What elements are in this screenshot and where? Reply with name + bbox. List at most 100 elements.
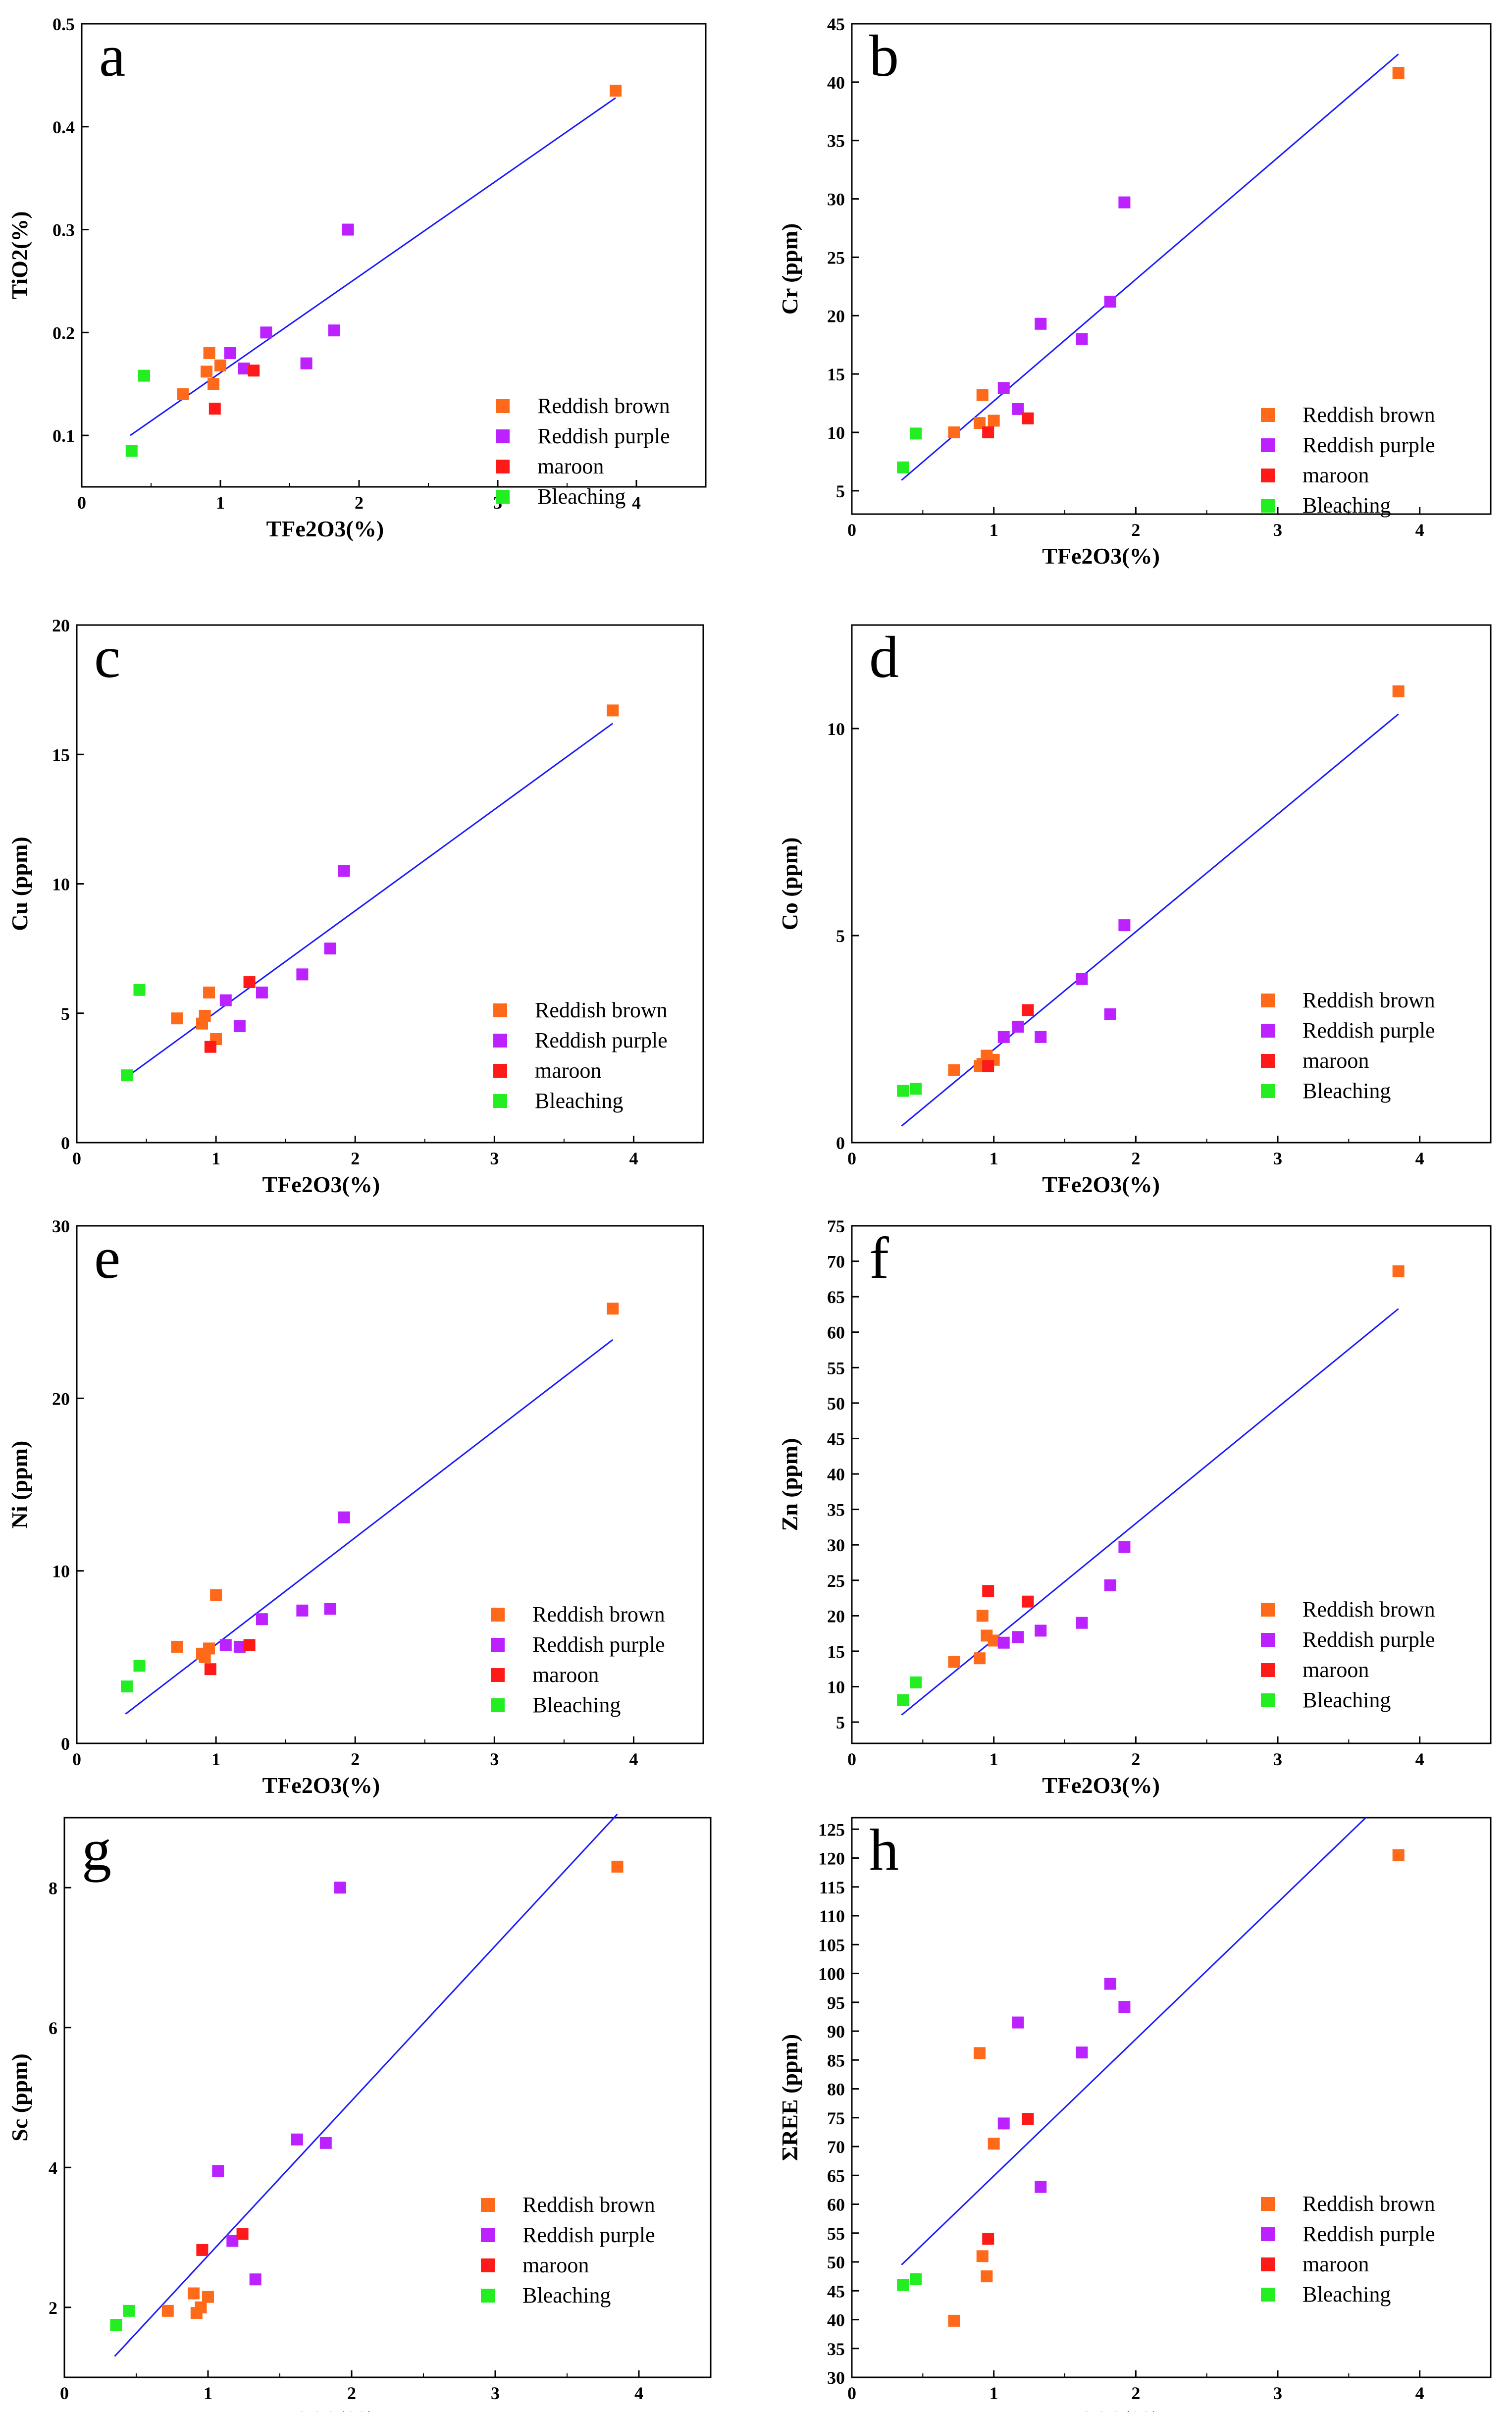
data-point xyxy=(1392,67,1405,79)
plot-frame xyxy=(63,1817,712,2378)
x-tick-label: 4 xyxy=(632,493,641,513)
data-point xyxy=(982,1060,994,1072)
legend-label: maroon xyxy=(537,454,604,478)
y-tick-label: 30 xyxy=(827,1535,845,1555)
y-tick-label: 10 xyxy=(827,423,845,443)
y-tick-label: 35 xyxy=(827,2339,845,2359)
y-tick-label: 20 xyxy=(827,306,845,326)
data-point xyxy=(226,2235,239,2247)
y-tick-label: 2 xyxy=(49,2298,57,2318)
plot-frame xyxy=(81,23,707,488)
legend-label: Reddish purple xyxy=(1303,2222,1435,2246)
data-point xyxy=(291,2133,303,2146)
data-point xyxy=(202,2291,214,2303)
data-point xyxy=(976,1610,989,1622)
plot-frame xyxy=(851,23,1492,515)
data-point xyxy=(219,994,232,1006)
x-tick-label: 2 xyxy=(1131,1749,1140,1769)
y-tick-label: 5 xyxy=(836,1713,845,1732)
panel-d: 0 1 2 3 4 0 5 10 TFe2O3(%) Co (ppm) d Reddish brown… xyxy=(777,624,1492,1197)
legend: Reddish brown Reddish purple maroon Bleachi… xyxy=(1261,403,1435,518)
y-tick-label: 65 xyxy=(827,2166,845,2186)
y-tick-label: 95 xyxy=(827,1993,845,2013)
plot-frame xyxy=(851,1817,1492,2378)
data-point xyxy=(988,2138,1000,2150)
data-point xyxy=(334,1882,346,1894)
y-tick-label: 25 xyxy=(827,1571,845,1591)
x-axis-title: TFe2O3(%) xyxy=(1042,2407,1160,2412)
y-tick-label: 120 xyxy=(818,1849,845,1869)
data-point xyxy=(897,1085,909,1097)
legend-label: maroon xyxy=(522,2253,589,2277)
data-point xyxy=(324,1603,336,1615)
data-point xyxy=(974,2047,986,2059)
legend-label: Reddish brown xyxy=(1303,403,1435,427)
x-axis-title: TFe2O3(%) xyxy=(258,2407,375,2412)
y-tick-label: 85 xyxy=(827,2050,845,2070)
legend-swatch xyxy=(491,1698,505,1712)
y-tick-label: 70 xyxy=(827,1252,845,1272)
data-point xyxy=(1035,1625,1047,1637)
y-tick-label: 45 xyxy=(827,14,845,34)
data-point xyxy=(171,1640,183,1653)
legend-label: Bleaching xyxy=(1303,493,1391,518)
y-axis-title: ΣREE (ppm) xyxy=(777,2034,802,2161)
data-point xyxy=(1012,1631,1024,1643)
data-point xyxy=(210,1589,222,1601)
legend-swatch xyxy=(481,2258,495,2272)
data-point xyxy=(133,1660,146,1672)
panel-letter: e xyxy=(94,1225,120,1291)
legend-label: maroon xyxy=(1303,1658,1369,1682)
y-tick-label: 30 xyxy=(827,190,845,210)
data-point xyxy=(982,426,994,438)
data-point xyxy=(910,1676,922,1688)
data-point xyxy=(910,1083,922,1095)
data-point xyxy=(249,2273,261,2286)
y-tick-label: 10 xyxy=(52,875,70,894)
legend-label: Reddish purple xyxy=(1303,1018,1435,1043)
legend-swatch xyxy=(1261,1054,1275,1068)
x-tick-label: 3 xyxy=(490,1149,499,1168)
y-tick-label: 0 xyxy=(61,1133,70,1153)
fit-line xyxy=(901,53,1399,481)
data-point xyxy=(1104,296,1116,308)
legend-swatch xyxy=(1261,408,1275,422)
legend-label: Reddish purple xyxy=(1303,433,1435,457)
legend-label: Reddish brown xyxy=(535,998,668,1022)
data-point xyxy=(125,445,138,457)
x-tick-label: 0 xyxy=(72,1749,81,1769)
y-tick-label: 10 xyxy=(827,719,845,739)
panel-letter: f xyxy=(869,1225,889,1291)
legend-swatch xyxy=(491,1668,505,1682)
data-point xyxy=(319,2137,332,2149)
legend-label: Reddish brown xyxy=(1303,988,1435,1012)
y-tick-label: 5 xyxy=(836,926,845,946)
legend-label: maroon xyxy=(1303,1049,1369,1073)
data-point xyxy=(948,1656,960,1668)
data-point xyxy=(214,359,226,371)
data-point xyxy=(203,347,215,359)
data-point xyxy=(976,2250,989,2262)
legend-swatch xyxy=(1261,438,1275,452)
data-point xyxy=(610,85,622,97)
data-point xyxy=(1118,2001,1131,2013)
legend-label: Reddish purple xyxy=(532,1632,665,1657)
legend-label: Reddish brown xyxy=(537,394,670,418)
x-tick-label: 3 xyxy=(490,1749,499,1769)
data-point xyxy=(948,2314,960,2327)
data-point xyxy=(981,2270,993,2283)
panel-h: 0 1 2 3 4 30 35 40 45 50 55 60 65 70 75 80 85 90 95 100 105 1… xyxy=(777,1817,1492,2412)
legend-label: Reddish brown xyxy=(532,1602,665,1626)
data-point xyxy=(338,865,350,877)
x-tick-label: 4 xyxy=(629,1749,638,1769)
legend-swatch xyxy=(493,1034,507,1048)
data-point xyxy=(997,1636,1010,1649)
x-tick-label: 1 xyxy=(990,1149,998,1168)
legend-swatch xyxy=(493,1003,507,1017)
x-tick-label: 1 xyxy=(211,1149,220,1168)
x-tick-label: 0 xyxy=(847,1749,856,1769)
y-tick-label: 50 xyxy=(827,1394,845,1414)
x-tick-label: 4 xyxy=(629,1149,638,1168)
legend-swatch xyxy=(1261,1024,1275,1038)
data-point xyxy=(1104,1008,1116,1020)
